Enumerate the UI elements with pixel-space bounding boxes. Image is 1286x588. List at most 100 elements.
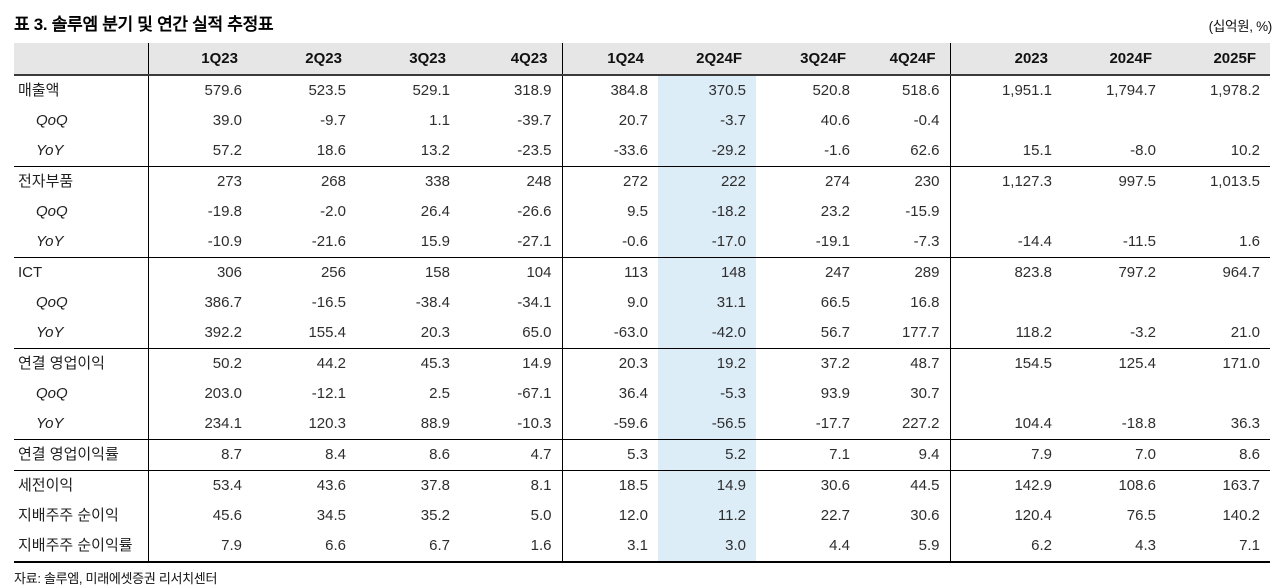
cell: 108.6 xyxy=(1062,470,1166,501)
cell: 171.0 xyxy=(1166,348,1270,379)
cell: -16.5 xyxy=(311,294,346,311)
cell: 247 xyxy=(756,257,860,288)
table-row: QoQ -19.8 -2.0 26.4 -26.6 9.5 -18.2 23.2 -15.9 xyxy=(14,197,1270,227)
cell: 4.7 xyxy=(460,439,563,471)
unit-label: (십억원, %) xyxy=(1208,19,1273,34)
table-row: ICT 306 256 158 104 113 148 247 289 823.8 797.2 964… xyxy=(14,257,1270,288)
cell: -27.1 xyxy=(460,227,563,258)
title-row: 표 3. 솔루엠 분기 및 연간 실적 추정표 (십억원, %) xyxy=(14,10,1272,35)
table-row: 전자부품 273 268 338 248 272 222 274 230 1,127.3 997.5… xyxy=(14,166,1270,197)
cell: 15.9 xyxy=(420,233,450,250)
cell: 37.2 xyxy=(756,348,860,379)
cell: 9.0 xyxy=(627,294,648,311)
cell: 318.9 xyxy=(460,75,563,106)
cell: 23.2 xyxy=(820,203,850,220)
cell: 248 xyxy=(460,166,563,197)
cell: -8.0 xyxy=(1130,142,1156,159)
table-header: 1Q23 2Q23 3Q23 4Q23 1Q24 2Q24F 3Q24F 4Q24F 2023 2… xyxy=(14,43,1270,76)
cell: 272 xyxy=(562,166,658,197)
cell: 154.5 xyxy=(950,348,1062,379)
cell: -17.0 xyxy=(658,227,756,258)
cell: 120.4 xyxy=(1014,507,1052,524)
cell: -19.8 xyxy=(207,203,242,220)
cell: -59.6 xyxy=(613,415,648,432)
row-label: 지배주주 순이익률 xyxy=(14,531,149,562)
cell: 256 xyxy=(252,257,356,288)
cell: -33.6 xyxy=(613,142,648,159)
cell: 4.4 xyxy=(829,537,850,554)
column-header: 2025F xyxy=(1166,43,1270,76)
cell: 142.9 xyxy=(950,470,1062,501)
cell: 579.6 xyxy=(204,82,242,99)
cell: 274 xyxy=(756,166,860,197)
cell: -5.3 xyxy=(658,379,756,409)
cell: -56.5 xyxy=(658,409,756,440)
cell: 163.7 xyxy=(1166,470,1270,501)
cell: 268 xyxy=(252,166,356,197)
row-label: YoY xyxy=(14,318,149,349)
cell: 16.8 xyxy=(860,288,951,318)
column-header: 2024F xyxy=(1062,43,1166,76)
cell: -67.1 xyxy=(460,379,563,409)
cell: 36.3 xyxy=(1230,415,1260,432)
cell: 30.6 xyxy=(756,470,860,501)
table-body: 매출액 579.6 523.5 529.1 318.9 384.8 370.5 520.8 51… xyxy=(14,75,1270,562)
column-header: 4Q24F xyxy=(860,43,951,76)
cell: 37.8 xyxy=(356,470,460,501)
cell: 370.5 xyxy=(658,75,756,106)
cell: 797.2 xyxy=(1062,257,1166,288)
cell: 11.2 xyxy=(658,501,756,531)
table-row: YoY -10.9 -21.6 15.9 -27.1 -0.6 -17.0 -19.1 -7.3… xyxy=(14,227,1270,258)
cell: 177.7 xyxy=(860,318,951,349)
cell: -21.6 xyxy=(311,233,346,250)
cell: 50.2 xyxy=(148,348,252,379)
cell: -26.6 xyxy=(460,197,563,227)
cell: 3.1 xyxy=(627,537,648,554)
table-row: 지배주주 순이익 45.6 34.5 35.2 5.0 12.0 11.2 22.7 30.6 1… xyxy=(14,501,1270,531)
row-label: ICT xyxy=(14,257,149,288)
cell: 43.6 xyxy=(252,470,356,501)
cell: 1,794.7 xyxy=(1105,82,1156,99)
table-row: QoQ 386.7 -16.5 -38.4 -34.1 9.0 31.1 66.5 16.8 xyxy=(14,288,1270,318)
cell: 5.0 xyxy=(460,501,563,531)
cell: 386.7 xyxy=(204,294,242,311)
row-label: 매출액 xyxy=(14,75,149,106)
row-label: 연결 영업이익률 xyxy=(14,439,149,471)
cell: 30.6 xyxy=(860,501,951,531)
row-label: YoY xyxy=(14,227,149,258)
cell: 113 xyxy=(562,257,658,288)
row-label: 연결 영업이익 xyxy=(14,348,149,379)
cell: 12.0 xyxy=(618,507,648,524)
cell: 1,127.3 xyxy=(950,166,1062,197)
cell: -1.6 xyxy=(824,142,850,159)
cell: -12.1 xyxy=(311,385,346,402)
cell: -2.0 xyxy=(320,203,346,220)
cell xyxy=(1166,288,1270,318)
column-header: 2Q23 xyxy=(252,43,356,76)
cell: 39.0 xyxy=(212,112,242,129)
cell: -38.4 xyxy=(415,294,450,311)
cell xyxy=(950,106,1062,136)
cell: -29.2 xyxy=(658,136,756,167)
cell: 20.7 xyxy=(618,112,648,129)
cell: 62.6 xyxy=(860,136,951,167)
column-header: 1Q23 xyxy=(148,43,252,76)
cell: 2.5 xyxy=(429,385,450,402)
cell xyxy=(1062,379,1166,409)
cell: 392.2 xyxy=(204,324,242,341)
cell: 34.5 xyxy=(316,507,346,524)
cell xyxy=(1166,197,1270,227)
table-row: 매출액 579.6 523.5 529.1 318.9 384.8 370.5 520.8 51… xyxy=(14,75,1270,106)
row-label: 전자부품 xyxy=(14,166,149,197)
cell: -19.1 xyxy=(815,233,850,250)
cell: 21.0 xyxy=(1230,324,1260,341)
cell: 53.4 xyxy=(148,470,252,501)
cell: 19.2 xyxy=(658,348,756,379)
row-label: QoQ xyxy=(14,379,149,409)
cell: -10.3 xyxy=(460,409,563,440)
cell: -63.0 xyxy=(613,324,648,341)
cell: 273 xyxy=(148,166,252,197)
cell: 7.1 xyxy=(1239,537,1260,554)
cell: 36.4 xyxy=(618,385,648,402)
table-row: YoY 234.1 120.3 88.9 -10.3 -59.6 -56.5 -17.7 227… xyxy=(14,409,1270,440)
